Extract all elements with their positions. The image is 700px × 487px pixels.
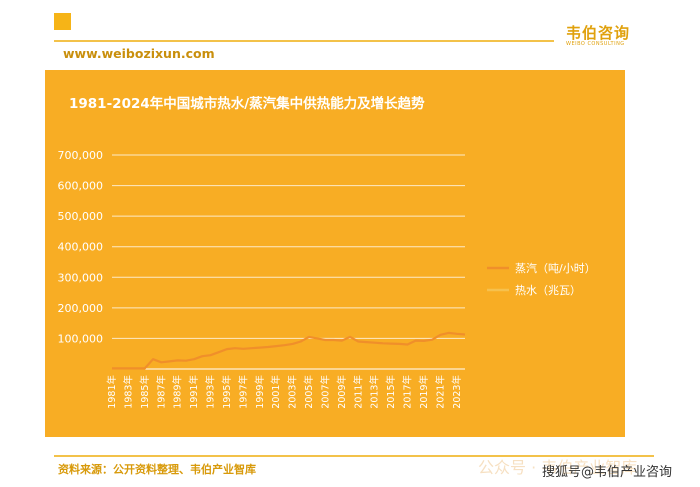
y-axis-ticks: 700,000 600,000 500,000 400,000 300,000 200,0…: [58, 149, 104, 345]
legend-label: 蒸汽（吨/小时）: [515, 261, 596, 275]
credit-label: 搜狐号@韦伯产业咨询: [542, 465, 673, 480]
x-tick-label: 2019年: [418, 375, 430, 409]
header-rule: [54, 40, 554, 42]
brand-subtitle: WEIBO CONSULTING: [566, 41, 625, 47]
x-tick-label: 2005年: [303, 375, 315, 409]
series-line-0: [112, 331, 466, 370]
footer-rule: [54, 455, 654, 457]
y-tick-label: 400,000: [58, 241, 104, 254]
x-tick-label: 2017年: [402, 375, 414, 409]
site-url[interactable]: www.weibozixun.com: [63, 46, 215, 61]
x-tick-label: 2007年: [319, 375, 331, 409]
gridlines: [112, 154, 465, 370]
x-tick-label: 2015年: [385, 375, 397, 409]
y-tick-label: 200,000: [58, 302, 104, 315]
x-tick-label: 1993年: [205, 375, 217, 409]
x-tick-label: 1989年: [172, 375, 184, 409]
y-tick-label: 300,000: [58, 271, 104, 284]
legend-label: 热水（兆瓦）: [515, 284, 581, 297]
legend: 蒸汽（吨/小时） 热水（兆瓦）: [487, 261, 596, 297]
chart-title: 1981-2024年中国城市热水/蒸汽集中供热能力及增长趋势: [69, 96, 425, 112]
y-tick-label: 100,000: [58, 332, 104, 345]
logo-square: [54, 13, 71, 30]
x-axis-ticks: 1981年 1983年 1985年 1987年 1989年 1991年 1993年 1995年…: [106, 375, 463, 409]
x-tick-label: 2013年: [369, 375, 381, 409]
x-tick-label: 2011年: [352, 375, 364, 409]
x-tick-label: 1981年: [106, 375, 118, 409]
source-note: 资料来源：公开资料整理、韦伯产业智库: [58, 463, 256, 476]
x-tick-label: 2003年: [287, 375, 299, 409]
x-tick-label: 1991年: [188, 375, 200, 409]
brand-name: 韦伯咨询: [566, 24, 631, 42]
x-tick-label: 2009年: [336, 375, 348, 409]
x-tick-label: 1985年: [139, 375, 151, 409]
x-tick-label: 2021年: [434, 375, 446, 409]
watermark: 公众号 · 韦伯产业智库: [478, 458, 638, 477]
x-tick-label: 2001年: [270, 375, 282, 409]
x-tick-label: 1995年: [221, 375, 233, 409]
series-lines: [112, 331, 466, 370]
x-tick-label: 1997年: [237, 375, 249, 409]
chart-panel: [45, 70, 625, 437]
x-tick-label: 1987年: [155, 375, 167, 409]
x-tick-label: 1999年: [254, 375, 266, 409]
x-tick-label: 1983年: [122, 375, 134, 409]
x-tick-label: 2023年: [451, 375, 463, 409]
y-tick-label: 700,000: [58, 149, 104, 162]
y-tick-label: 600,000: [58, 180, 104, 193]
y-tick-label: 500,000: [58, 210, 104, 223]
